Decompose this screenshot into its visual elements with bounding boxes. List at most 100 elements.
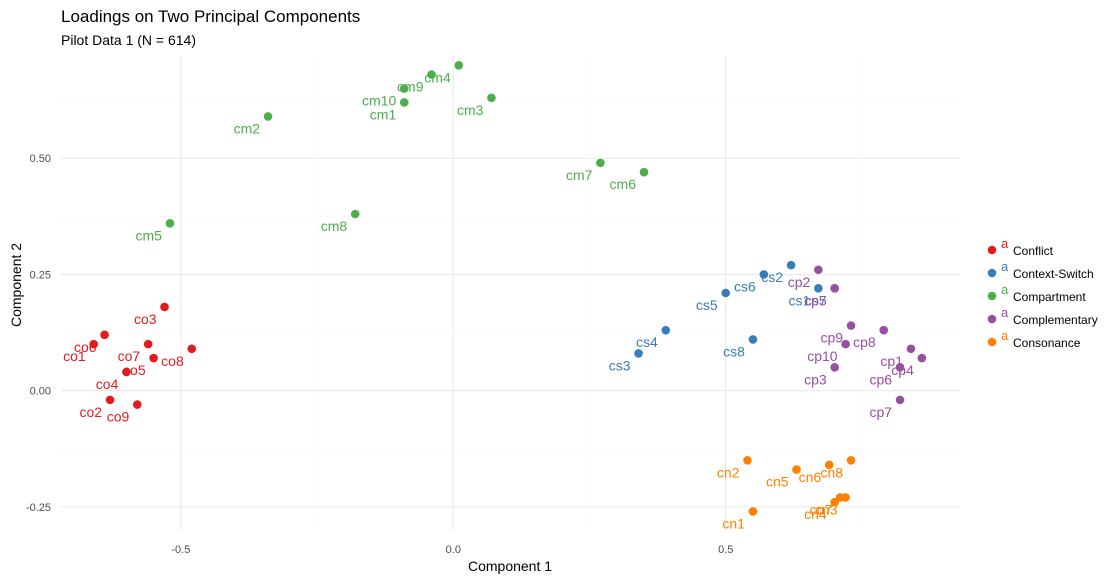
point-label-cm3: cm3 <box>457 102 484 118</box>
data-point-cs8 <box>748 335 758 344</box>
point-label-cm5: cm5 <box>136 227 163 243</box>
x-axis-title: Component 1 <box>468 558 552 574</box>
point-label-cm6: cm6 <box>610 176 637 192</box>
chart-subtitle: Pilot Data 1 (N = 614) <box>61 32 196 48</box>
data-point-cn6 <box>824 460 834 470</box>
legend-key-glyph: a <box>1001 259 1009 274</box>
data-point-cs1 <box>814 284 823 293</box>
legend-label: Compartment <box>1013 290 1086 304</box>
data-point-cp8 <box>879 325 889 335</box>
data-point-co7 <box>143 339 153 349</box>
point-label-co6: co6 <box>74 339 97 355</box>
point-label-cp1: cp1 <box>880 353 903 369</box>
point-label-cp9: cp9 <box>820 330 843 346</box>
data-point-co9 <box>132 400 142 409</box>
data-point-co6 <box>100 330 109 340</box>
data-point-cn5 <box>792 465 801 474</box>
x-tick-label: 0.0 <box>446 544 461 556</box>
data-point-cp3 <box>830 363 839 372</box>
point-label-cs1: cs1 <box>789 292 811 308</box>
point-label-cn5: cn5 <box>766 474 789 490</box>
point-label-cp2: cp2 <box>788 274 811 290</box>
data-point-cm10 <box>399 84 409 93</box>
data-point-cm8 <box>350 209 360 219</box>
point-label-cs8: cs8 <box>723 343 745 359</box>
point-label-cp6: cp6 <box>869 371 892 387</box>
data-point-cp10 <box>841 339 850 349</box>
chart-title: Loadings on Two Principal Components <box>61 7 360 26</box>
data-point-cm5 <box>165 218 175 228</box>
data-point-cs6 <box>759 270 769 279</box>
data-point-cs5 <box>721 288 731 298</box>
data-point-co3 <box>160 302 169 312</box>
data-point-co5 <box>149 353 158 363</box>
point-label-cn6: cn6 <box>799 469 822 485</box>
legend: a Conflict a Context-Switch a Compartment a Com… <box>987 236 1098 350</box>
point-label-cp7: cp7 <box>869 404 892 420</box>
y-tick-label: 0.25 <box>30 269 51 281</box>
point-label-cp10: cp10 <box>807 348 838 364</box>
point-label-co3: co3 <box>134 311 157 327</box>
point-label-cn8: cn8 <box>820 464 843 480</box>
data-point-cs2 <box>786 260 796 270</box>
y-axis-ticks: -0.25 0.00 0.25 0.50 <box>26 153 51 514</box>
data-point-cn8 <box>846 455 856 465</box>
point-label-cm10: cm10 <box>362 93 396 109</box>
legend-key-point <box>987 268 997 278</box>
point-label-cn2: cn2 <box>717 464 740 480</box>
y-tick-label: -0.25 <box>26 502 51 514</box>
point-label-cm8: cm8 <box>321 218 348 234</box>
data-points <box>89 60 927 516</box>
legend-key-glyph: a <box>1001 328 1009 343</box>
data-point-cm3 <box>487 93 496 103</box>
data-point-cp5 <box>830 284 839 293</box>
point-label-cn7: cn7 <box>810 501 833 517</box>
y-tick-label: 0.50 <box>30 153 51 165</box>
point-label-cs2: cs2 <box>761 269 783 285</box>
legend-label: Consonance <box>1013 336 1081 350</box>
point-label-cm9: cm9 <box>397 79 424 95</box>
data-point-cm1 <box>399 98 409 107</box>
legend-key-point <box>987 314 997 324</box>
point-label-cn1: cn1 <box>722 515 745 531</box>
data-point-cp9 <box>846 321 856 330</box>
data-point-co1 <box>89 339 98 349</box>
point-label-cp8: cp8 <box>853 334 876 350</box>
legend-label: Context-Switch <box>1013 267 1094 281</box>
point-label-co8: co8 <box>161 353 184 369</box>
point-label-co9: co9 <box>107 409 130 425</box>
point-label-cp5: cp5 <box>804 292 827 308</box>
data-point-co4 <box>122 367 131 377</box>
data-point-cp2 <box>814 265 823 275</box>
point-label-cs4: cs4 <box>636 334 658 350</box>
data-point-cm6 <box>639 167 649 177</box>
point-label-cn3: cn3 <box>815 501 838 517</box>
point-label-cs6: cs6 <box>734 278 756 294</box>
data-point-cm2 <box>263 112 273 121</box>
data-point-cp7 <box>895 395 905 405</box>
data-point-cn2 <box>743 455 752 465</box>
data-point-co2 <box>105 395 115 405</box>
point-label-cn4: cn4 <box>804 506 827 522</box>
x-tick-label: -0.5 <box>171 544 190 556</box>
legend-key-point <box>987 337 997 347</box>
legend-key-glyph: a <box>1001 236 1009 251</box>
legend-label: Conflict <box>1013 244 1054 258</box>
grid <box>61 56 960 530</box>
legend-key-glyph: a <box>1001 305 1009 320</box>
y-axis-title: Component 2 <box>8 243 24 327</box>
point-label-cs7: cs7 <box>805 292 827 308</box>
x-tick-label: 0.5 <box>718 544 733 556</box>
y-tick-label: 0.00 <box>30 386 51 398</box>
legend-key-point <box>987 245 997 255</box>
point-label-cs3: cs3 <box>609 357 631 373</box>
data-point-cs4 <box>661 325 671 335</box>
point-label-cm2: cm2 <box>234 120 261 136</box>
data-point-cm7 <box>596 158 605 168</box>
data-point-cn1 <box>748 507 758 516</box>
point-label-cm4: cm4 <box>424 69 451 85</box>
data-point-cp4 <box>917 353 927 363</box>
point-label-cs5: cs5 <box>696 297 718 313</box>
data-point-cs3 <box>634 349 643 358</box>
